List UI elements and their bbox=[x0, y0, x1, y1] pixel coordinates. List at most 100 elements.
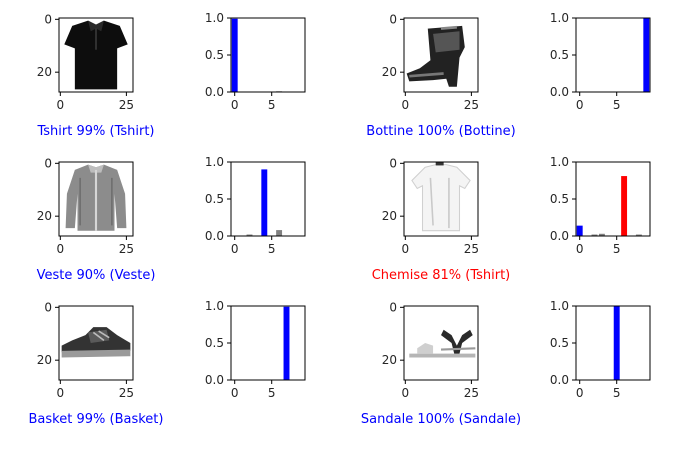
image-x-tick-label: 0 bbox=[57, 386, 65, 400]
bar-y-tick-label: 1.0 bbox=[550, 299, 569, 313]
bar-y-tick-label: 0.5 bbox=[550, 336, 569, 350]
bar-x-tick-label: 5 bbox=[613, 98, 621, 112]
probability-bar bbox=[613, 306, 620, 380]
image-frame bbox=[58, 161, 134, 237]
bar-y-tick-label: 0.0 bbox=[550, 229, 569, 243]
clothing-image bbox=[60, 326, 132, 359]
clothing-silhouette bbox=[405, 24, 467, 89]
clothing-silhouette bbox=[63, 19, 129, 91]
image-y-tick-label: 0 bbox=[389, 300, 397, 314]
image-frame bbox=[403, 17, 479, 93]
image-frame bbox=[403, 161, 479, 237]
image-x-tick-label: 0 bbox=[57, 242, 65, 256]
bar-x-tick-label: 5 bbox=[268, 386, 276, 400]
image-x-tick-label: 0 bbox=[57, 98, 65, 112]
bar-y-tick-label: 0.5 bbox=[205, 192, 224, 206]
image-y-tick-label: 20 bbox=[382, 209, 397, 223]
prediction-caption: Sandale 100% (Sandale) bbox=[361, 412, 521, 427]
bar-x-tick-label: 5 bbox=[268, 98, 276, 112]
image-y-tick-label: 20 bbox=[37, 353, 52, 367]
panel-4: 0 25 0 20 Chemise 81% (Tshirt) 0 5 0.0 0.5 1.0 bbox=[372, 155, 651, 283]
image-x-tick-label: 25 bbox=[464, 386, 479, 400]
bar-y-tick-label: 0.5 bbox=[205, 48, 224, 62]
image-x-tick-label: 25 bbox=[119, 98, 134, 112]
bar-x-tick-label: 0 bbox=[576, 242, 584, 256]
panel-6: 0 25 0 20 Sandale 100% (Sandale) 0 5 0.0 0.5 1.0 bbox=[361, 299, 651, 427]
bar-x-tick-label: 0 bbox=[231, 242, 239, 256]
probability-bar bbox=[246, 234, 253, 236]
image-frame bbox=[58, 17, 134, 93]
probability-bar bbox=[591, 234, 598, 236]
panel-3: 0 25 0 20 Veste 90% (Veste) 0 5 0.0 0.5 1.0 bbox=[37, 155, 306, 283]
bar-x-tick-label: 0 bbox=[231, 98, 239, 112]
bar-y-tick-label: 1.0 bbox=[550, 155, 569, 169]
probability-bar bbox=[635, 234, 642, 236]
bar-y-tick-label: 1.0 bbox=[205, 155, 224, 169]
bar-x-tick-label: 0 bbox=[231, 386, 239, 400]
clothing-image bbox=[63, 19, 129, 91]
image-frame bbox=[403, 305, 479, 381]
clothing-silhouette bbox=[410, 160, 472, 233]
bar-y-tick-label: 0.5 bbox=[550, 192, 569, 206]
image-x-tick-label: 0 bbox=[402, 98, 410, 112]
bar-x-tick-label: 5 bbox=[613, 386, 621, 400]
prediction-caption: Veste 90% (Veste) bbox=[37, 268, 156, 283]
clothing-silhouette bbox=[60, 326, 132, 359]
clothing-silhouette bbox=[64, 163, 128, 232]
bar-x-tick-label: 5 bbox=[268, 242, 276, 256]
clothing-image bbox=[408, 328, 477, 359]
bar-x-tick-label: 0 bbox=[576, 98, 584, 112]
bar-y-tick-label: 0.0 bbox=[205, 229, 224, 243]
panel-2: 0 25 0 20 Bottine 100% (Bottine) 0 5 0.0 0.5 1.0 bbox=[366, 11, 651, 139]
prediction-caption: Basket 99% (Basket) bbox=[29, 412, 164, 427]
image-x-tick-label: 25 bbox=[119, 386, 134, 400]
image-y-tick-label: 20 bbox=[37, 209, 52, 223]
bar-y-tick-label: 0.0 bbox=[205, 85, 224, 99]
bar-y-tick-label: 1.0 bbox=[550, 11, 569, 25]
clothing-image bbox=[405, 24, 467, 89]
probability-bar bbox=[598, 233, 605, 236]
image-frame bbox=[58, 305, 134, 381]
bar-x-tick-label: 5 bbox=[613, 242, 621, 256]
bar-frame bbox=[230, 161, 306, 237]
bar-frame bbox=[575, 17, 651, 93]
clothing-image bbox=[410, 160, 472, 233]
image-y-tick-label: 20 bbox=[37, 65, 52, 79]
bar-y-tick-label: 1.0 bbox=[205, 299, 224, 313]
image-y-tick-label: 20 bbox=[382, 353, 397, 367]
prediction-caption: Chemise 81% (Tshirt) bbox=[372, 268, 511, 283]
bar-frame bbox=[230, 305, 306, 381]
bar-y-tick-label: 1.0 bbox=[205, 11, 224, 25]
clothing-image bbox=[64, 163, 128, 232]
image-x-tick-label: 25 bbox=[464, 242, 479, 256]
probability-bar bbox=[576, 225, 583, 236]
bar-y-tick-label: 0.0 bbox=[550, 85, 569, 99]
probability-bar bbox=[261, 169, 268, 236]
probability-bar bbox=[283, 306, 290, 380]
bar-frame bbox=[575, 305, 651, 381]
image-y-tick-label: 0 bbox=[44, 156, 52, 170]
bar-frame bbox=[575, 161, 651, 237]
bar-x-tick-label: 0 bbox=[576, 386, 584, 400]
panel-1: 0 25 0 20 Tshirt 99% (Tshirt) 0 5 0.0 0.5 1.0 bbox=[36, 11, 306, 139]
image-y-tick-label: 0 bbox=[389, 156, 397, 170]
bar-y-tick-label: 0.5 bbox=[550, 48, 569, 62]
probability-bar bbox=[276, 230, 283, 236]
image-x-tick-label: 25 bbox=[464, 98, 479, 112]
prediction-caption: Tshirt 99% (Tshirt) bbox=[36, 124, 154, 139]
image-y-tick-label: 0 bbox=[389, 12, 397, 26]
image-y-tick-label: 0 bbox=[44, 12, 52, 26]
image-y-tick-label: 20 bbox=[382, 65, 397, 79]
probability-bar bbox=[621, 176, 628, 236]
prediction-caption: Bottine 100% (Bottine) bbox=[366, 124, 515, 139]
probability-bar bbox=[643, 18, 650, 92]
image-x-tick-label: 0 bbox=[402, 242, 410, 256]
image-x-tick-label: 0 bbox=[402, 386, 410, 400]
clothing-silhouette bbox=[408, 328, 477, 359]
image-y-tick-label: 0 bbox=[44, 300, 52, 314]
bar-frame bbox=[230, 17, 306, 93]
probability-bar bbox=[231, 18, 238, 93]
bar-y-tick-label: 0.5 bbox=[205, 336, 224, 350]
bar-y-tick-label: 0.0 bbox=[205, 373, 224, 387]
